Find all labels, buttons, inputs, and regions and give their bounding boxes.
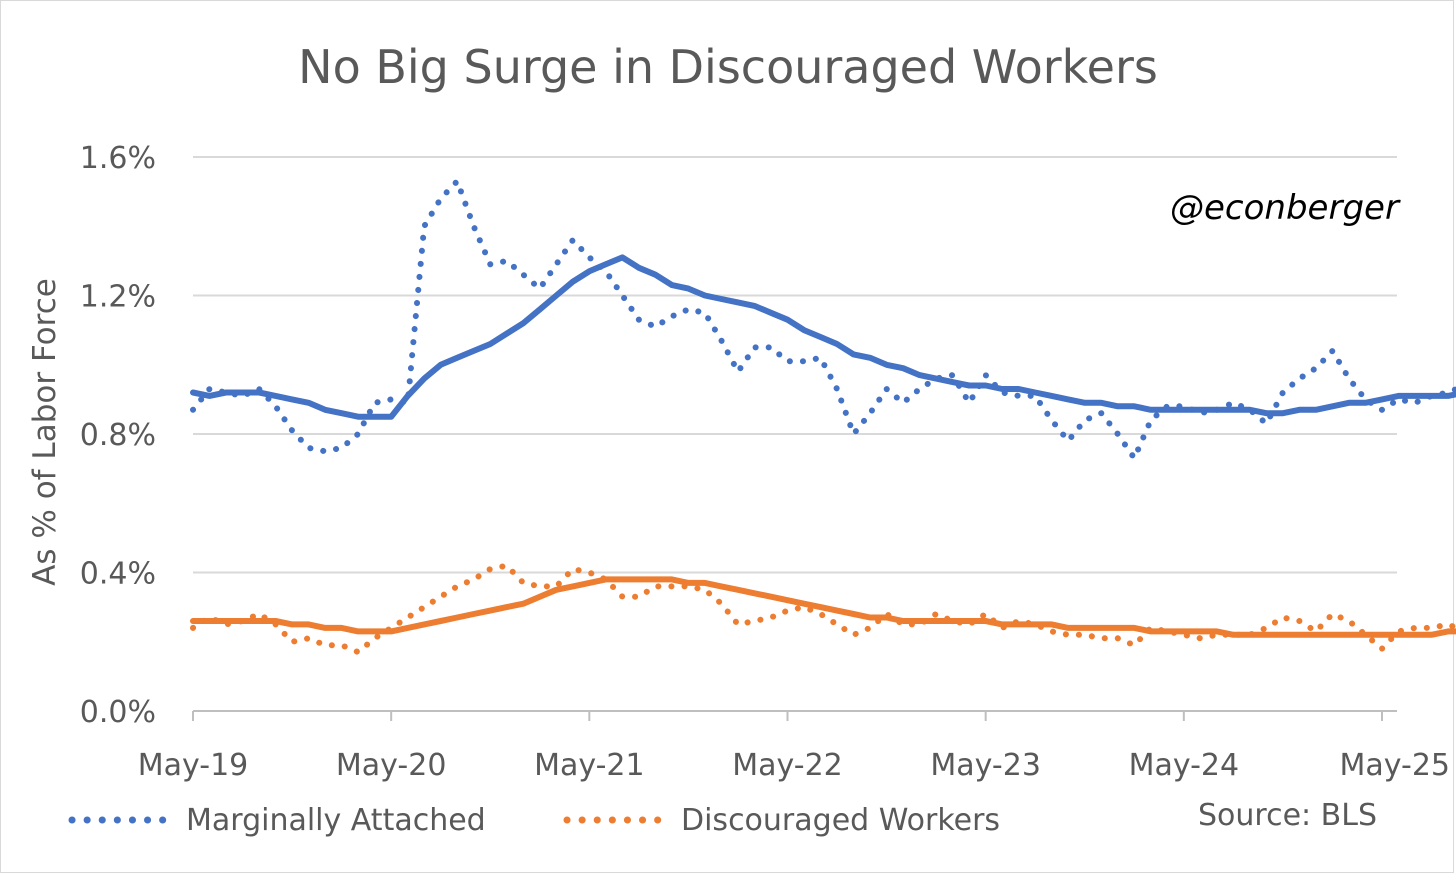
watermark-handle: @econberger <box>1170 188 1399 228</box>
legend-label-discouraged-workers: Discouraged Workers <box>681 802 1001 838</box>
series-line-marginally-attached-12-mo-avg <box>190 254 1456 420</box>
series-line-discouraged-workers-12-mo-avg <box>190 576 1456 638</box>
y-tick-label: 0.8% <box>80 418 156 453</box>
x-tick-label: May-23 <box>930 748 1041 783</box>
legend-item-marginally-attached: Marginally Attached <box>68 798 486 842</box>
chart-title: No Big Surge in Discouraged Workers <box>298 40 1158 94</box>
series-line-discouraged-workers <box>190 562 1456 656</box>
legend-label-marginally-attached: Marginally Attached <box>186 802 486 838</box>
gridlines <box>193 156 1397 574</box>
x-tick-label: May-21 <box>534 748 645 783</box>
source-note: Source: BLS <box>1198 798 1378 833</box>
x-axis <box>192 710 1397 721</box>
x-tick-label: May-22 <box>732 748 843 783</box>
y-tick-label: 0.0% <box>80 695 156 730</box>
y-tick-labels: 0.0% 0.4% 0.8% 1.2% 1.6% <box>80 141 156 730</box>
y-tick-label: 0.4% <box>80 557 156 592</box>
x-tick-label: May-24 <box>1129 748 1240 783</box>
x-tick-label: May-19 <box>138 748 249 783</box>
legend-item-discouraged-workers: Discouraged Workers <box>563 798 1000 842</box>
y-tick-label: 1.2% <box>80 280 156 315</box>
series-lines <box>190 178 1456 656</box>
legend-swatch-discouraged-workers <box>563 816 663 824</box>
x-tick-label: May-25 <box>1340 748 1451 783</box>
y-tick-label: 1.6% <box>80 141 156 176</box>
legend-swatch-marginally-attached <box>68 816 168 824</box>
x-tick-label: May-20 <box>336 748 447 783</box>
x-tick-labels: May-19 May-20 May-21 May-22 May-23 May-24 May-… <box>138 748 1450 783</box>
